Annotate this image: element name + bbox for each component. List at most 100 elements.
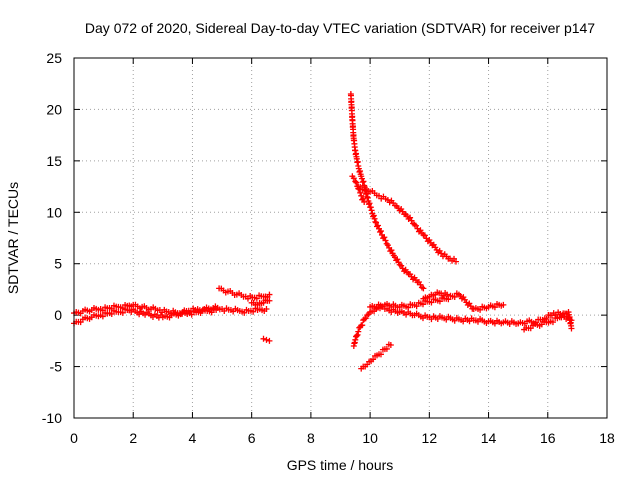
x-tick-label: 2: [129, 430, 137, 446]
data-point: [444, 291, 451, 298]
data-point: [388, 247, 395, 254]
data-point: [355, 328, 362, 335]
data-point: [370, 212, 377, 219]
series-baseline-late-lower: [381, 305, 522, 327]
x-tick-label: 4: [189, 430, 197, 446]
data-point: [413, 303, 420, 310]
data-point: [263, 305, 270, 312]
grid: [74, 58, 607, 418]
data-point: [352, 336, 359, 343]
data-point: [352, 178, 359, 185]
x-tick-label: 14: [481, 430, 497, 446]
data-point: [558, 314, 565, 321]
y-tick-label: -5: [50, 359, 63, 375]
y-tick-label: 10: [46, 204, 62, 220]
data-point: [371, 215, 378, 222]
series-arc-12h: [420, 289, 451, 302]
data-point: [108, 311, 115, 318]
series-baseline-end-low: [521, 309, 575, 333]
data-point: [266, 337, 273, 344]
data-point: [382, 237, 389, 244]
data-point: [350, 175, 357, 182]
series-spike-left: [347, 91, 427, 292]
data-point: [360, 195, 367, 202]
data-point: [119, 309, 126, 316]
data-point: [356, 186, 363, 193]
data-point: [213, 307, 220, 313]
data-point: [420, 285, 427, 292]
data-point: [362, 315, 369, 322]
data-point: [354, 331, 361, 338]
data-point: [353, 179, 360, 186]
series-arc-5h-low: [248, 297, 273, 308]
data-point: [452, 258, 459, 265]
data-point: [375, 222, 382, 229]
data-point: [197, 310, 204, 316]
data-point: [188, 311, 195, 318]
data-point: [372, 218, 379, 225]
data-point: [451, 293, 458, 300]
data-point: [359, 179, 366, 186]
y-tick-label: 20: [46, 101, 62, 117]
data-point: [373, 304, 380, 311]
series-lower-diagonal: [358, 341, 394, 372]
data-point: [384, 242, 391, 249]
data-point: [368, 207, 375, 214]
data-point: [500, 301, 507, 308]
x-axis-title: GPS time / hours: [287, 457, 394, 473]
data-point: [253, 295, 260, 302]
data-point: [377, 351, 384, 358]
y-tick-label: 0: [54, 307, 62, 323]
data-point: [359, 322, 366, 329]
data-point: [266, 297, 273, 304]
data-point: [549, 319, 556, 326]
chart-title: Day 072 of 2020, Sidereal Day-to-day VTE…: [85, 20, 595, 36]
series-baseline-late-upper: [367, 290, 507, 313]
series-rising-left: [350, 303, 385, 349]
x-tick-label: 8: [307, 430, 315, 446]
data-point: [266, 291, 273, 298]
y-tick-label: -10: [42, 410, 62, 426]
y-tick-label: 25: [46, 50, 62, 66]
data-point: [445, 296, 452, 303]
data-point: [361, 199, 368, 205]
data-point: [208, 309, 215, 316]
data-point: [250, 308, 257, 315]
data-point: [419, 301, 426, 308]
plot-frame: [73, 57, 608, 419]
data-point: [436, 298, 443, 305]
data-point: [568, 325, 575, 332]
x-tick-label: 10: [362, 430, 378, 446]
data-point: [491, 304, 498, 311]
y-axis-title: SDTVAR / TECUs: [5, 182, 21, 294]
axis-ticks: 0 2 4 6 8 10 12 14 16 18 -10 -5 0 5 10 15 20 25: [42, 50, 615, 446]
data-point: [428, 299, 435, 306]
data-point: [263, 336, 270, 343]
data-point: [360, 178, 367, 185]
data-point: [367, 204, 374, 211]
series-spike-right: [355, 183, 459, 265]
x-tick-label: 12: [422, 430, 438, 446]
x-tick-label: 6: [248, 430, 256, 446]
data-point: [99, 313, 106, 320]
data-point: [477, 306, 484, 313]
y-tick-label: 15: [46, 153, 62, 169]
data-point: [370, 356, 377, 363]
data-point: [387, 341, 394, 348]
x-tick-label: 18: [599, 430, 615, 446]
data-point: [381, 234, 388, 241]
x-tick-label: 16: [540, 430, 556, 446]
x-tick-label: 0: [70, 430, 78, 446]
data-point: [241, 309, 248, 316]
data-point: [260, 335, 267, 342]
series-arc-5h: [216, 285, 273, 302]
series-point-6.5: [260, 335, 273, 344]
data-point: [353, 332, 360, 339]
data-point: [357, 189, 364, 196]
y-tick-label: 5: [54, 256, 62, 272]
series-spike-start: [349, 173, 368, 205]
data-marks: [71, 91, 575, 372]
data-point: [394, 256, 401, 263]
data-point: [383, 345, 390, 352]
